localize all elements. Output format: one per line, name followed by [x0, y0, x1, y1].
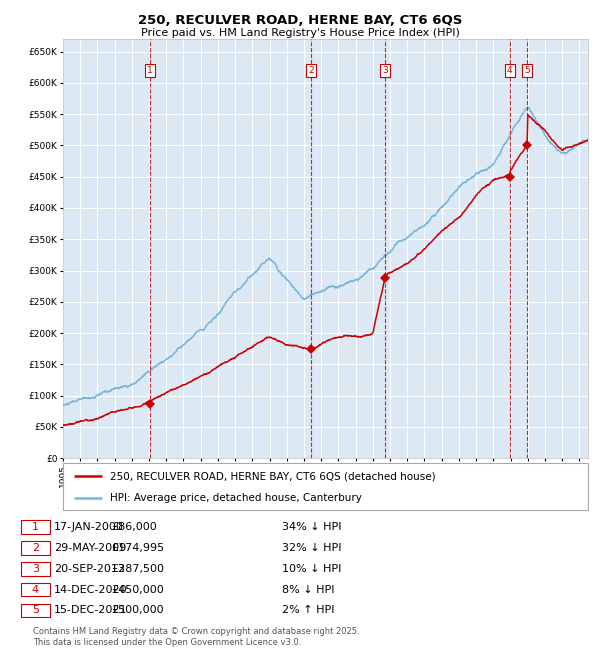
- Text: 4: 4: [507, 66, 512, 75]
- Text: 8% ↓ HPI: 8% ↓ HPI: [282, 584, 335, 595]
- Text: 1: 1: [147, 66, 152, 75]
- Text: 250, RECULVER ROAD, HERNE BAY, CT6 6QS: 250, RECULVER ROAD, HERNE BAY, CT6 6QS: [138, 14, 462, 27]
- Text: £86,000: £86,000: [111, 522, 157, 532]
- FancyBboxPatch shape: [63, 463, 588, 510]
- Text: 2% ↑ HPI: 2% ↑ HPI: [282, 605, 335, 616]
- Text: 5: 5: [32, 605, 39, 616]
- Text: Contains HM Land Registry data © Crown copyright and database right 2025.
This d: Contains HM Land Registry data © Crown c…: [33, 627, 359, 647]
- Text: 34% ↓ HPI: 34% ↓ HPI: [282, 522, 341, 532]
- Text: £450,000: £450,000: [111, 584, 164, 595]
- Text: 14-DEC-2020: 14-DEC-2020: [54, 584, 128, 595]
- Text: 3: 3: [32, 564, 39, 574]
- Text: 10% ↓ HPI: 10% ↓ HPI: [282, 564, 341, 574]
- Text: 250, RECULVER ROAD, HERNE BAY, CT6 6QS (detached house): 250, RECULVER ROAD, HERNE BAY, CT6 6QS (…: [110, 471, 436, 481]
- Text: 5: 5: [524, 66, 530, 75]
- Text: 29-MAY-2009: 29-MAY-2009: [54, 543, 126, 553]
- Text: 20-SEP-2013: 20-SEP-2013: [54, 564, 125, 574]
- Text: 1: 1: [32, 522, 39, 532]
- Text: £500,000: £500,000: [111, 605, 164, 616]
- Text: 3: 3: [382, 66, 388, 75]
- Text: Price paid vs. HM Land Registry's House Price Index (HPI): Price paid vs. HM Land Registry's House …: [140, 28, 460, 38]
- Text: 4: 4: [32, 584, 39, 595]
- Text: 32% ↓ HPI: 32% ↓ HPI: [282, 543, 341, 553]
- Text: 17-JAN-2000: 17-JAN-2000: [54, 522, 124, 532]
- Text: £287,500: £287,500: [111, 564, 164, 574]
- Text: HPI: Average price, detached house, Canterbury: HPI: Average price, detached house, Cant…: [110, 493, 362, 502]
- Text: £174,995: £174,995: [111, 543, 164, 553]
- Text: 2: 2: [32, 543, 39, 553]
- Text: 15-DEC-2021: 15-DEC-2021: [54, 605, 128, 616]
- Text: 2: 2: [308, 66, 314, 75]
